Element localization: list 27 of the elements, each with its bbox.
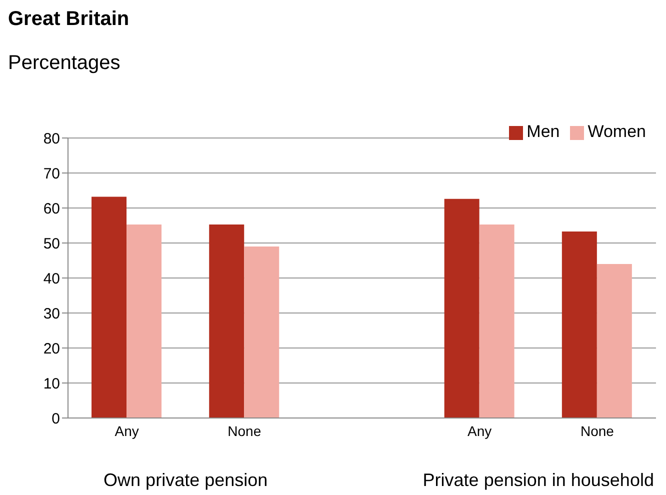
x-tick-label: None (228, 422, 262, 439)
y-tick-label: 80 (43, 130, 60, 148)
bar (479, 224, 514, 418)
y-tick-label: 10 (43, 375, 60, 392)
y-tick-label: 0 (52, 410, 60, 428)
bar (209, 224, 244, 418)
bar (92, 196, 127, 418)
text: Private pension in household (422, 470, 655, 491)
bar (596, 264, 632, 418)
chart-subtitle: Percentages (8, 52, 120, 75)
x-tick-label: Any (114, 422, 139, 439)
chart-title: Great Britain (8, 8, 130, 31)
y-tick-label: 40 (43, 270, 60, 288)
legend-label: Men (526, 122, 560, 141)
y-tick-label: 70 (43, 165, 60, 182)
y-tick-label: 50 (43, 235, 60, 252)
x-tick-label: None (580, 422, 614, 439)
bar (444, 198, 480, 418)
text: Own private pension (102, 470, 269, 491)
bar (244, 246, 280, 418)
y-tick-label: 30 (43, 305, 60, 322)
y-tick-label: 20 (43, 340, 60, 358)
y-tick-label: 60 (43, 200, 60, 218)
bar (126, 224, 162, 418)
legend-label: Women (588, 122, 646, 141)
bar (562, 231, 597, 418)
x-tick-label: Any (468, 422, 492, 439)
